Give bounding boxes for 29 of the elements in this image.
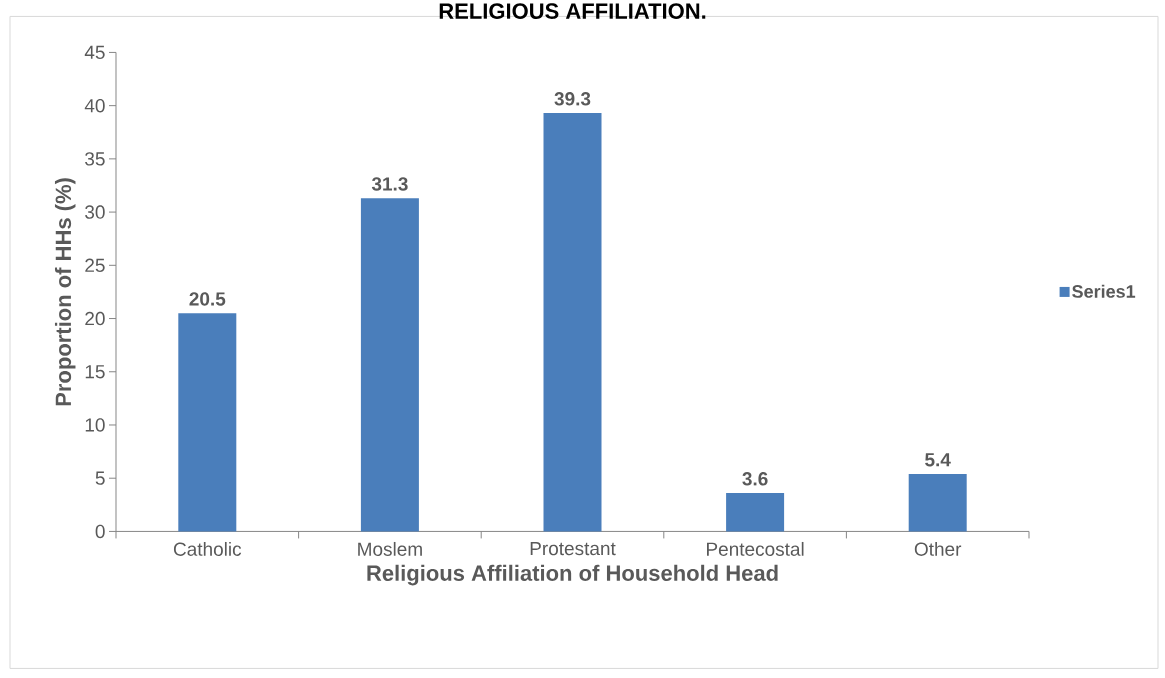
chart-title: RELIGIOUS AFFILIATION.: [439, 3, 706, 19]
bar: [726, 492, 785, 532]
x-tick-label: Moslem: [358, 541, 422, 556]
x-tick-label: Catholic: [173, 541, 242, 556]
data-label: 3.6: [742, 471, 768, 486]
x-tick-label: Other: [914, 541, 962, 556]
bar: [543, 112, 602, 532]
y-tick-label: 0: [95, 524, 105, 538]
y-axis-title: Proportion of HHs (%): [54, 177, 76, 406]
bar: [178, 313, 237, 532]
data-label: 39.3: [554, 91, 591, 106]
y-tick-label: 15: [85, 364, 105, 379]
bar: [360, 198, 419, 532]
y-tick-label: 45: [84, 45, 105, 59]
data-label: 31.3: [371, 177, 408, 191]
y-tick-label: 5: [95, 471, 105, 485]
data-label: 20.5: [189, 292, 226, 306]
y-tick-label: 30: [85, 205, 105, 219]
y-tick-label: 25: [85, 258, 105, 272]
x-tick-label: Pentecostal: [707, 541, 804, 556]
y-tick-label: 20: [85, 311, 105, 326]
y-tick-label: 10: [85, 418, 105, 432]
x-axis-title: Religious Affiliation of Household Head: [367, 564, 778, 586]
y-tick-label: 35: [85, 151, 105, 166]
bar: [908, 473, 967, 532]
data-label: 5.4: [925, 452, 951, 467]
legend-label: Series1: [1072, 284, 1136, 298]
x-tick-label: Protestant: [530, 541, 616, 556]
y-tick-label: 40: [84, 98, 105, 113]
